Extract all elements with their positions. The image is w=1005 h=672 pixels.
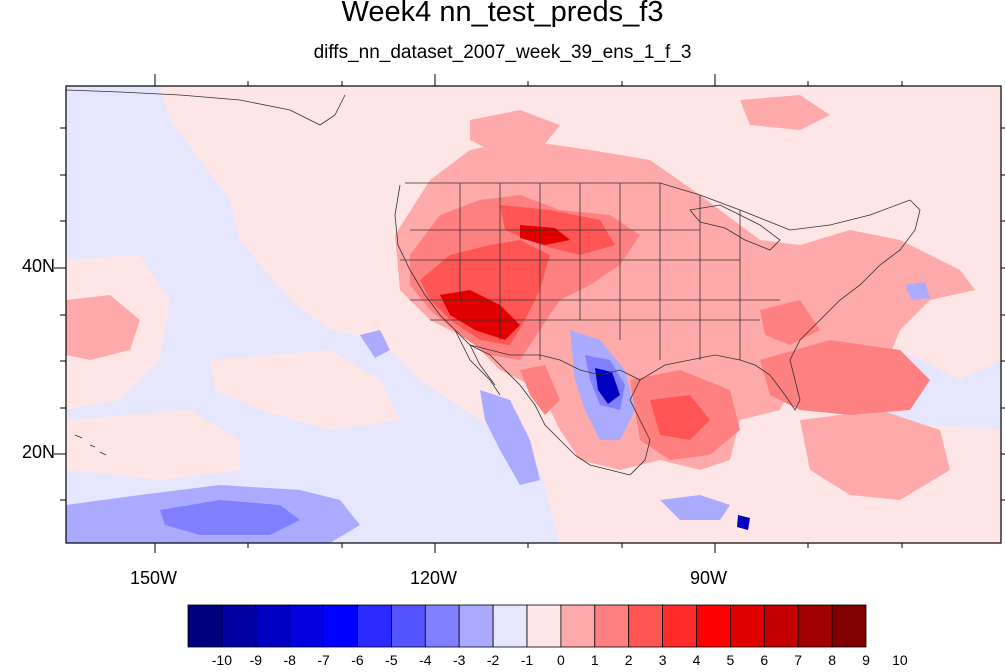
colorbar-tick-label: -1	[520, 652, 534, 668]
cool-deep-region-mexico	[595, 368, 620, 404]
us-border-south	[469, 344, 641, 381]
warm-light-region-canada	[470, 110, 560, 155]
warm-light-region-w-pacific	[66, 295, 140, 360]
colorbar-swatch	[696, 604, 731, 648]
colorbar-swatch	[255, 604, 291, 648]
cool-region-south	[660, 495, 730, 520]
colorbar-tick-label: -6	[351, 652, 364, 668]
colorbar-tick-label: -4	[419, 652, 432, 668]
cool-region-east-atlantic	[905, 282, 930, 300]
warm-mid-region-southeast	[760, 300, 820, 345]
colorbar-swatch	[323, 604, 358, 648]
colorbar-tick-label: -8	[283, 652, 296, 668]
cool-mid-region-pacific-band	[160, 500, 300, 535]
colorbar-tick-label: -7	[317, 652, 330, 668]
map-outlines	[66, 89, 921, 476]
warm-strong-region-gulf	[650, 395, 710, 440]
colorbar-swatch	[526, 604, 562, 648]
warm-light-region-atlantic	[800, 410, 950, 500]
colorbar-swatch	[221, 604, 257, 648]
colorbar-swatch	[187, 604, 223, 648]
lon-label-90w: 90W	[690, 568, 728, 588]
colorbar-tick-label: -3	[452, 652, 466, 668]
colorbar-tick-label: 7	[794, 652, 803, 668]
colorbar-tick-label: 9	[862, 652, 870, 668]
colorbar-swatch	[831, 604, 867, 648]
colorbar-swatch	[730, 604, 765, 648]
colorbar-tick-label: 8	[828, 652, 836, 668]
alaska-outline	[66, 89, 346, 126]
colorbar-tick-label: 2	[624, 652, 633, 668]
warm-strong-region	[420, 240, 550, 345]
colorbar-tick-label: 6	[760, 652, 769, 668]
colorbar-swatch	[594, 604, 630, 648]
florida-outline	[754, 199, 921, 411]
lon-label-150w: 150W	[130, 568, 178, 588]
great-lakes-outline	[689, 204, 781, 251]
colorbar-swatch	[763, 604, 799, 648]
colorbar-tick-label: 1	[590, 652, 599, 668]
warm-mid-region-florida	[760, 340, 930, 415]
colorbar-tick-label: -9	[249, 652, 263, 668]
lon-label-120w: 120W	[410, 568, 458, 588]
hawaii-outline	[74, 434, 107, 456]
cool-region-central-pacific	[360, 330, 390, 358]
positive-region-southwest	[210, 350, 400, 430]
colorbar-swatch	[289, 604, 325, 648]
colorbar-tick-label: 10	[892, 652, 908, 668]
map-title: Week4 nn_test_preds_f3	[341, 0, 664, 28]
colorbar-tick-label: -5	[385, 652, 398, 668]
west-coast-outline	[394, 184, 631, 476]
us-border-north	[405, 182, 911, 231]
colorbar-swatch	[458, 604, 494, 648]
colorbar-tick-label: -10	[211, 652, 232, 668]
lat-label-20n: 20N	[22, 442, 56, 462]
colorbar	[187, 604, 867, 648]
positive-region-pacific-south	[66, 410, 240, 480]
colorbar-swatch	[390, 604, 426, 648]
states-grid	[400, 183, 780, 360]
warm-light-region-east	[740, 95, 830, 130]
colorbar-swatch	[628, 604, 664, 648]
map-subtitle: diffs_nn_dataset_2007_week_39_ens_1_f_3	[313, 42, 692, 63]
colorbar-tick-label: 0	[556, 652, 565, 668]
axis-ticks	[54, 74, 1005, 553]
colorbar-swatch	[560, 604, 596, 648]
lat-label-40n: 40N	[22, 256, 56, 276]
colorbar-tick-label: 5	[726, 652, 735, 668]
colorbar-swatch	[492, 604, 528, 648]
baja-outline	[454, 329, 501, 396]
colorbar-swatch	[797, 604, 833, 648]
cool-deep-region-south	[737, 515, 750, 530]
colorbar-tick-label: 4	[692, 652, 701, 668]
cool-region-baja-coast	[480, 390, 540, 485]
colorbar-swatch	[662, 604, 697, 648]
colorbar-swatch	[357, 604, 392, 648]
colorbar-swatch	[424, 604, 460, 648]
field-layer	[66, 86, 1001, 543]
colorbar-tick-label: -2	[486, 652, 500, 668]
colorbar-tick-label: 3	[658, 652, 667, 668]
warm-mid-region-mexico	[520, 365, 560, 415]
